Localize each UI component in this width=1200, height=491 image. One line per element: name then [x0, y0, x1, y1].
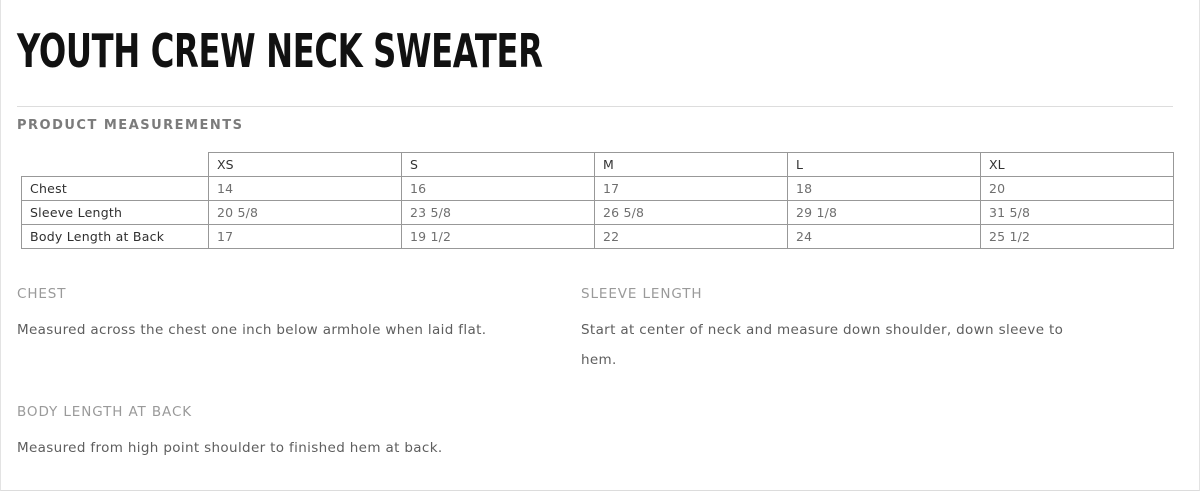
- cell-chest-s: 16: [401, 176, 595, 201]
- table-row: Body Length at Back 17 19 1/2 22 24 25 1…: [21, 224, 1174, 249]
- column-header-xs: XS: [208, 152, 402, 177]
- cell-body-length-s: 19 1/2: [401, 224, 595, 249]
- table-row: Sleeve Length 20 5/8 23 5/8 26 5/8 29 1/…: [21, 200, 1174, 225]
- column-header-l: L: [787, 152, 981, 177]
- table-row: Chest 14 16 17 18 20: [21, 176, 1174, 201]
- page-content: YOUTH CREW NECK SWEATER: [17, 0, 1187, 74]
- cell-sleeve-length-xs: 20 5/8: [208, 200, 402, 225]
- cell-chest-l: 18: [787, 176, 981, 201]
- header-divider: [17, 106, 1173, 107]
- row-label-body-length-at-back: Body Length at Back: [21, 224, 209, 249]
- definition-body-chest: Measured across the chest one inch below…: [17, 322, 487, 338]
- cell-sleeve-length-xl: 31 5/8: [980, 200, 1174, 225]
- table-body: Chest 14 16 17 18 20 Sleeve Length 20 5/…: [21, 176, 1174, 249]
- definition-body-length-at-back: BODY LENGTH AT BACK Measured from high p…: [17, 404, 581, 463]
- cell-sleeve-length-m: 26 5/8: [594, 200, 788, 225]
- row-label-sleeve-length: Sleeve Length: [21, 200, 209, 225]
- cell-body-length-m: 22: [594, 224, 788, 249]
- table-header-row: XS S M L XL: [22, 152, 1174, 177]
- cell-body-length-xl: 25 1/2: [980, 224, 1174, 249]
- definition-heading-sleeve-length: SLEEVE LENGTH: [581, 286, 703, 302]
- table-corner-cell: [22, 153, 209, 177]
- definition-heading-chest: CHEST: [17, 286, 67, 302]
- definition-heading-body-length-at-back: BODY LENGTH AT BACK: [17, 404, 193, 420]
- cell-chest-xs: 14: [208, 176, 402, 201]
- cell-chest-m: 17: [594, 176, 788, 201]
- definition-row-2: BODY LENGTH AT BACK Measured from high p…: [17, 404, 1177, 463]
- column-header-xl: XL: [980, 152, 1174, 177]
- definition-body-sleeve-length: Start at center of neck and measure down…: [581, 322, 1064, 368]
- definition-sleeve-length: SLEEVE LENGTH Start at center of neck an…: [581, 286, 1145, 375]
- definition-row-1: CHEST Measured across the chest one inch…: [17, 286, 1177, 375]
- row-label-chest: Chest: [21, 176, 209, 201]
- cell-body-length-l: 24: [787, 224, 981, 249]
- measurements-table-container: XS S M L XL Chest 14 16 17 18 20 Sleeve: [21, 152, 1174, 249]
- definition-chest: CHEST Measured across the chest one inch…: [17, 286, 581, 345]
- cell-sleeve-length-s: 23 5/8: [401, 200, 595, 225]
- measurement-definitions: CHEST Measured across the chest one inch…: [17, 286, 1177, 463]
- cell-sleeve-length-l: 29 1/8: [787, 200, 981, 225]
- cell-body-length-xs: 17: [208, 224, 402, 249]
- section-label-product-measurements: PRODUCT MEASUREMENTS: [17, 118, 244, 133]
- table-header: XS S M L XL: [22, 152, 1174, 177]
- cell-chest-xl: 20: [980, 176, 1174, 201]
- page-title: YOUTH CREW NECK SWEATER: [17, 24, 543, 78]
- column-header-s: S: [401, 152, 595, 177]
- definition-body-body-length-at-back: Measured from high point shoulder to fin…: [17, 440, 443, 456]
- column-header-m: M: [594, 152, 788, 177]
- measurements-table: XS S M L XL Chest 14 16 17 18 20 Sleeve: [21, 152, 1174, 249]
